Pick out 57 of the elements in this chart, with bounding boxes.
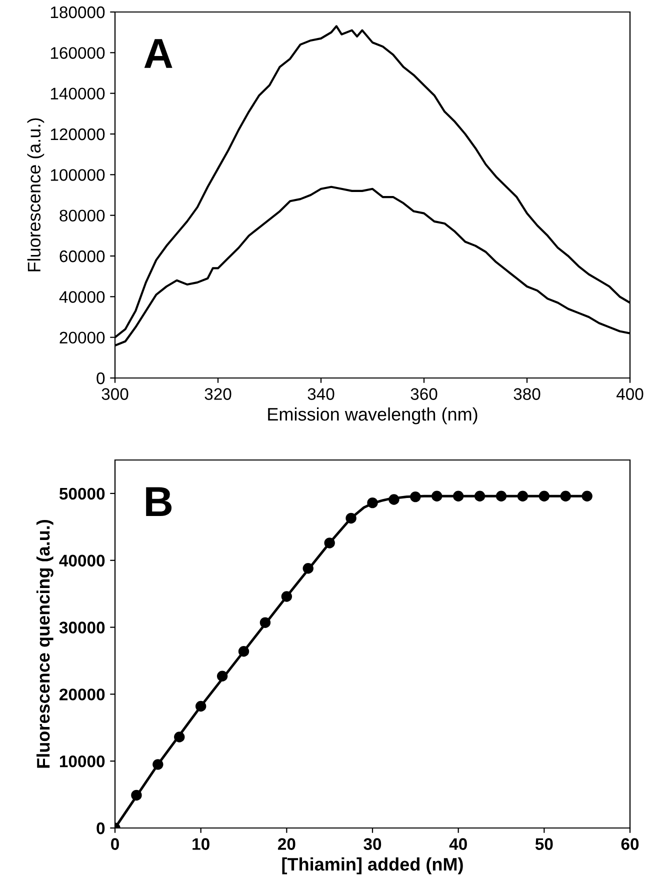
y-axis-title: Fluorescence quencing (a.u.) <box>36 520 54 768</box>
point <box>324 538 335 548</box>
x-tick-label: 300 <box>102 388 128 400</box>
y-tick-label: 160000 <box>50 47 105 59</box>
point <box>517 490 528 502</box>
point <box>281 591 292 602</box>
x-tick-label: 400 <box>616 388 644 400</box>
x-axis-title: [Thiamin] added (nM) <box>282 857 463 874</box>
y-tick-label: 50000 <box>59 488 105 500</box>
point <box>538 490 550 502</box>
point <box>302 563 314 574</box>
point <box>582 490 592 502</box>
y-tick-label: 140000 <box>50 88 105 100</box>
x-axis-title: Emission wavelength (nm) <box>268 407 478 424</box>
y-tick-label: 30000 <box>59 622 105 634</box>
y-tick-label: 120000 <box>50 128 105 140</box>
point <box>152 759 164 770</box>
y-tick-label: 100000 <box>50 169 105 181</box>
point <box>346 512 356 524</box>
y-tick-label: 40000 <box>59 291 105 303</box>
point <box>388 494 400 505</box>
x-tick-label: 360 <box>410 388 438 400</box>
x-tick-label: 0 <box>111 838 119 850</box>
annotation: B <box>146 487 172 516</box>
point <box>452 490 464 502</box>
x-tick-label: 30 <box>364 838 382 850</box>
point <box>174 732 185 742</box>
point <box>367 497 378 508</box>
x-tick-label: 380 <box>514 388 540 400</box>
x-tick-label: 10 <box>192 838 210 850</box>
point <box>560 490 571 502</box>
x-tick-label: 50 <box>535 838 553 850</box>
y-tick-label: 60000 <box>60 250 105 262</box>
y-axis-title: Fluorescence (a.u.) <box>27 118 44 272</box>
point <box>216 670 228 682</box>
x-tick-label: 20 <box>278 838 296 850</box>
y-tick-label: 20000 <box>60 688 105 700</box>
y-tick-label: 10000 <box>60 755 105 768</box>
y-tick-label: 40000 <box>59 554 105 567</box>
y-tick-label: 0 <box>96 372 105 384</box>
y-tick-label: 0 <box>96 822 105 834</box>
point <box>410 491 421 502</box>
x-tick-label: 60 <box>621 838 639 850</box>
x-tick-label: 340 <box>308 388 334 400</box>
y-tick-label: 20000 <box>60 332 105 344</box>
point <box>432 490 442 502</box>
x-tick-label: 40 <box>449 838 467 850</box>
x-tick-label: 320 <box>204 388 232 400</box>
point <box>474 490 486 502</box>
point <box>238 646 250 657</box>
point <box>260 617 271 628</box>
point <box>195 700 206 712</box>
annotation: A <box>144 39 172 68</box>
y-tick-label: 80000 <box>60 210 105 222</box>
y-tick-label: 180000 <box>50 6 105 18</box>
point <box>496 490 507 502</box>
point <box>131 790 142 801</box>
